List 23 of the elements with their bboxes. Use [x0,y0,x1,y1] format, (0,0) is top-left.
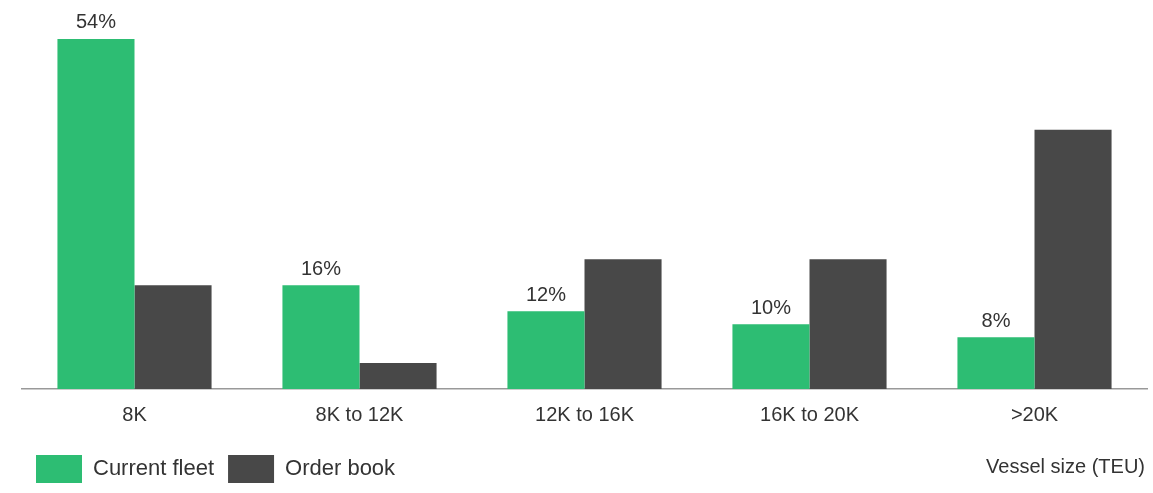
data-label: 16% [300,256,342,279]
data-label: 12% [525,282,567,305]
x-tick-label: >20K [1010,402,1059,425]
bar [584,259,662,389]
bar [957,337,1035,389]
bar [57,38,135,389]
data-label: 10% [750,295,792,318]
bar [732,324,810,389]
bar [282,285,360,389]
bar [1034,129,1112,389]
legend-label: Order book [285,455,397,481]
bar [359,363,437,389]
bar [809,259,887,389]
x-tick-label: 8K to 12K [315,402,405,425]
x-tick-label: 16K to 20K [760,402,860,425]
legend-label: Current fleet [93,455,215,481]
data-label: 54% [75,10,117,33]
x-tick-label: 12K to 16K [535,402,635,425]
x-tick-label: 8K [122,402,148,425]
bar [507,311,585,389]
bar [134,285,212,389]
x-axis-title: Vessel size (TEU) [986,454,1145,477]
data-label: 8% [981,308,1011,331]
